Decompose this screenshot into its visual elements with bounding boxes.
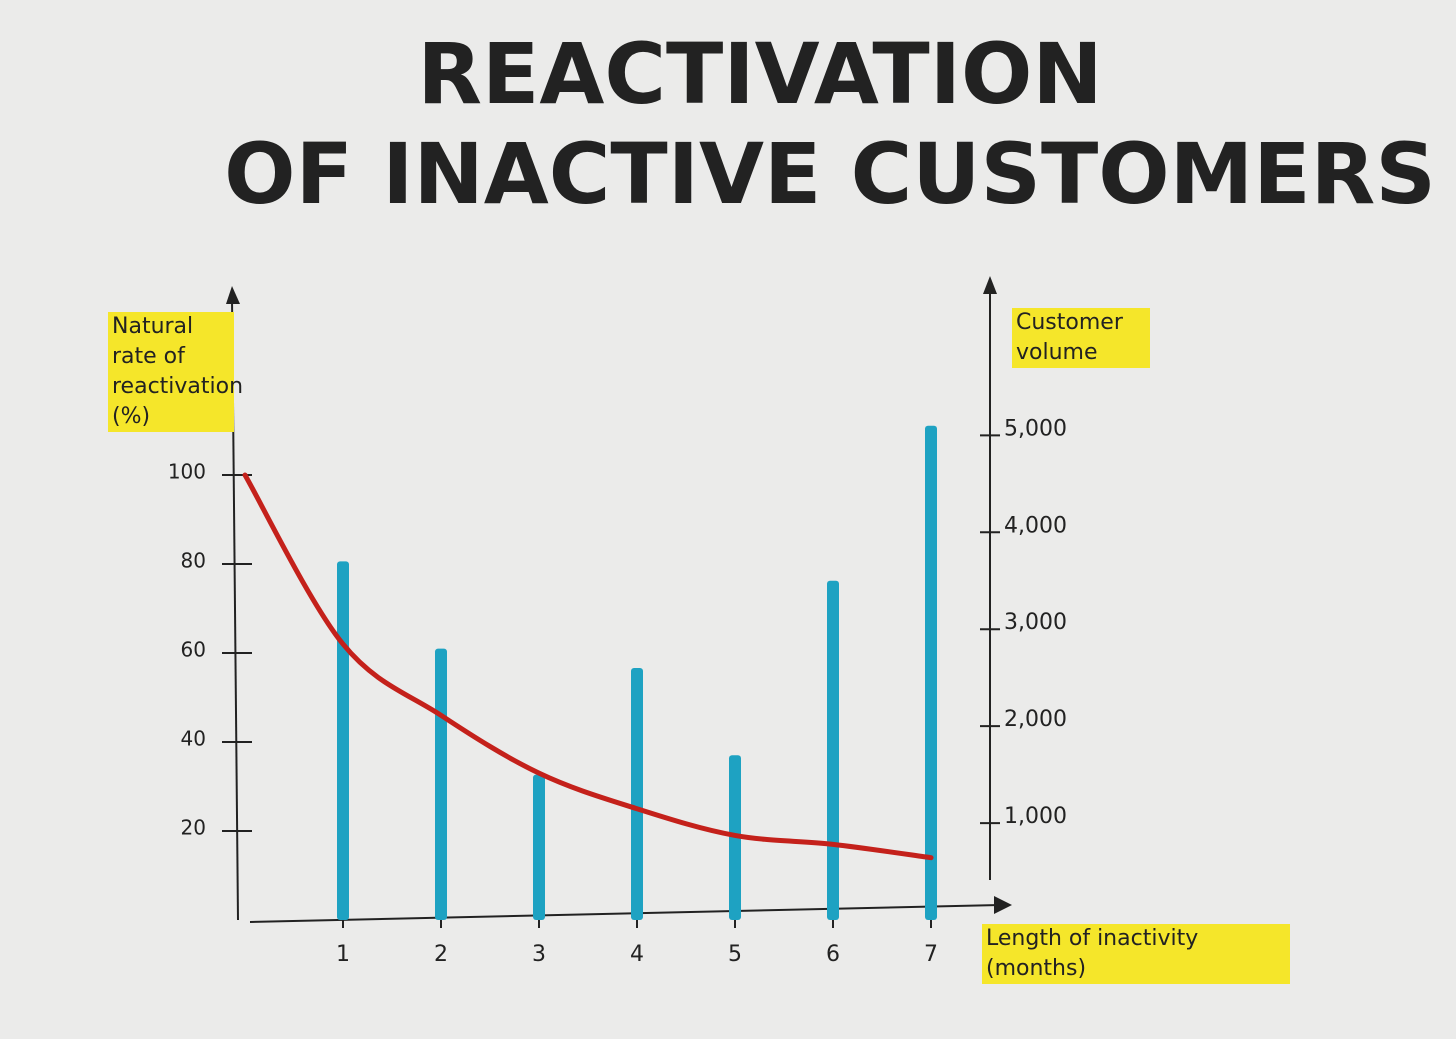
bar (533, 774, 545, 920)
x-tick-label: 7 (924, 942, 938, 967)
y2-tick-label: 1,000 (1004, 804, 1067, 829)
y-tick-label: 60 (181, 638, 206, 662)
y2-tick-label: 3,000 (1004, 610, 1067, 635)
chart-title: OF INACTIVE CUSTOMERS (224, 125, 1436, 223)
y2-tick-label: 4,000 (1004, 513, 1067, 538)
y-tick-label: 100 (168, 460, 206, 484)
x-tick-label: 5 (728, 942, 742, 967)
x-axis-arrow (994, 896, 1012, 914)
y-axis-arrow (226, 286, 240, 304)
bar (337, 561, 349, 920)
y-tick-label: 40 (181, 727, 206, 751)
y2-axis-label: Customer volume (1012, 308, 1150, 368)
bar (435, 648, 447, 920)
line (242, 472, 934, 861)
y-tick-label: 80 (181, 549, 206, 573)
x-axis (249, 904, 1001, 923)
bar (925, 425, 937, 920)
y2-tick-label: 2,000 (1004, 707, 1067, 732)
y-axis-label: Natural rate of reactivation (%) (108, 312, 243, 432)
x-axis-label: Length of inactivity (months) (982, 924, 1290, 984)
y2-axis-arrow (983, 276, 997, 294)
x-tick-label: 1 (336, 942, 350, 967)
x-tick-label: 6 (826, 942, 840, 967)
chart-title: REACTIVATION (417, 25, 1102, 123)
y2-tick-label: 5,000 (1004, 416, 1067, 441)
bar (631, 668, 643, 920)
x-tick-label: 3 (532, 942, 546, 967)
y-tick-label: 20 (181, 816, 206, 840)
bar (827, 580, 839, 920)
x-tick-label: 4 (630, 942, 644, 967)
x-tick-label: 2 (434, 942, 448, 967)
